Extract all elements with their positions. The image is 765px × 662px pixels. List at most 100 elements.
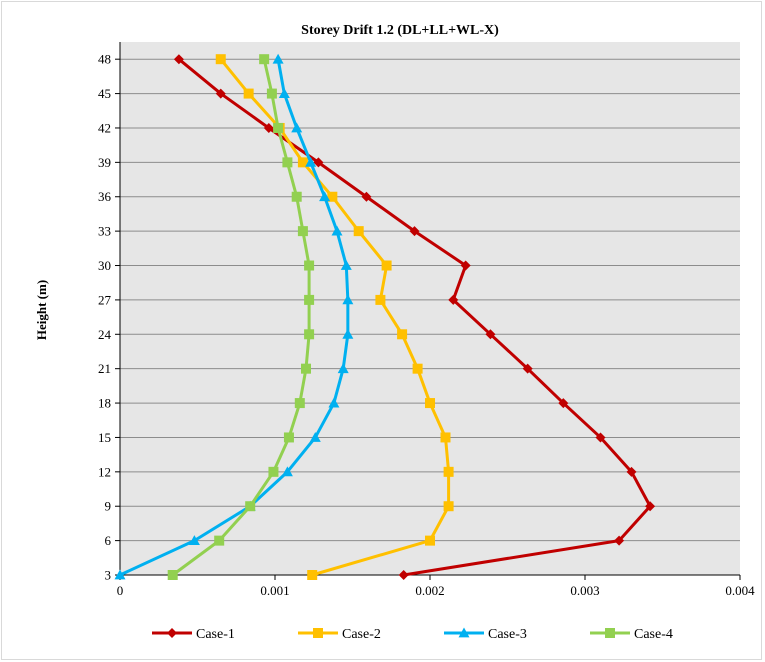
data-point <box>243 88 254 99</box>
data-point <box>214 535 225 546</box>
y-tick-label: 18 <box>98 396 111 411</box>
data-point <box>342 328 354 339</box>
data-point <box>409 226 420 237</box>
data-point <box>297 226 308 237</box>
y-tick-label: 9 <box>105 499 112 514</box>
y-tick-label: 15 <box>98 430 111 445</box>
data-point <box>460 260 471 271</box>
series-line <box>219 58 451 577</box>
data-point <box>245 501 256 512</box>
data-point <box>283 432 294 443</box>
data-point <box>595 432 606 443</box>
data-point <box>558 398 569 409</box>
data-point <box>331 225 343 236</box>
legend-swatch-marker <box>167 628 177 638</box>
data-point <box>327 191 338 202</box>
data-point <box>272 53 284 64</box>
data-point <box>307 570 318 580</box>
data-point <box>448 294 459 305</box>
legend-swatch-marker <box>605 628 615 638</box>
data-point <box>291 191 302 202</box>
series-case-4 <box>167 54 315 580</box>
legend-entry: Case-3 <box>444 627 527 642</box>
data-point <box>397 329 408 340</box>
data-point <box>313 157 324 168</box>
data-point <box>443 501 454 512</box>
y-tick-label: 42 <box>98 120 111 135</box>
data-point <box>328 397 340 408</box>
y-tick-label: 39 <box>98 155 111 170</box>
data-point <box>281 466 293 477</box>
data-point <box>304 260 315 271</box>
series-line <box>177 58 652 577</box>
data-point <box>263 122 274 133</box>
data-point <box>304 329 315 340</box>
y-tick-label: 30 <box>98 258 111 273</box>
y-tick-label: 21 <box>98 361 111 376</box>
legend-swatch-marker <box>458 627 470 638</box>
series-line <box>119 58 350 577</box>
data-point <box>282 157 293 168</box>
y-tick-label: 45 <box>98 86 111 101</box>
data-point <box>268 466 279 477</box>
data-point <box>291 122 303 133</box>
legend-swatch-marker <box>313 628 323 638</box>
data-point <box>522 363 533 374</box>
chart-title: Storey Drift 1.2 (DL+LL+WL-X) <box>301 23 499 38</box>
data-point <box>278 88 290 98</box>
data-point <box>309 431 321 442</box>
x-tick-label: 0.001 <box>260 583 289 598</box>
y-tick-label: 33 <box>98 224 111 239</box>
data-point <box>319 191 331 202</box>
data-point <box>440 432 451 443</box>
data-point <box>412 363 423 374</box>
y-tick-label: 6 <box>105 533 112 548</box>
legend-label: Case-2 <box>342 627 381 642</box>
data-point <box>337 363 349 374</box>
series-layer <box>114 53 656 580</box>
data-point <box>626 466 637 477</box>
data-point <box>304 294 315 305</box>
y-tick-label: 27 <box>98 292 112 307</box>
data-point <box>167 570 178 580</box>
data-point <box>305 156 317 167</box>
data-point <box>353 226 364 237</box>
y-tick-label: 24 <box>98 327 112 342</box>
x-tick-label: 0.002 <box>415 583 444 598</box>
legend-label: Case-1 <box>196 627 235 642</box>
y-tick-label: 3 <box>105 568 112 583</box>
legend-label: Case-4 <box>634 627 673 642</box>
data-point <box>188 535 200 546</box>
data-point <box>361 191 372 202</box>
data-point <box>425 535 435 546</box>
data-point <box>259 54 270 65</box>
data-point <box>443 466 454 477</box>
y-tick-label: 36 <box>98 189 112 204</box>
data-point <box>398 570 409 580</box>
data-point <box>425 398 435 409</box>
x-tick-label: 0.003 <box>570 583 599 598</box>
legend-entry: Case-1 <box>152 627 235 642</box>
series-line <box>171 58 311 577</box>
data-point <box>173 54 184 65</box>
data-point <box>215 88 226 99</box>
data-point <box>375 294 386 305</box>
data-point <box>273 122 284 133</box>
series-case-1 <box>173 54 656 580</box>
data-point <box>266 88 277 99</box>
data-point <box>485 329 496 340</box>
x-tick-label: 0.004 <box>725 583 755 598</box>
legend-label: Case-3 <box>488 627 527 642</box>
data-point <box>114 569 126 580</box>
series-case-3 <box>114 53 354 580</box>
legend: Case-1 Case-2 Case-3 Case-4 <box>152 627 673 642</box>
data-point <box>645 501 656 512</box>
y-axis-label: Height (m) <box>34 280 49 340</box>
data-point <box>215 54 226 65</box>
legend-entry: Case-4 <box>590 627 673 642</box>
y-tick-label: 12 <box>98 464 111 479</box>
legend-entry: Case-2 <box>298 627 381 642</box>
data-point <box>294 398 305 409</box>
